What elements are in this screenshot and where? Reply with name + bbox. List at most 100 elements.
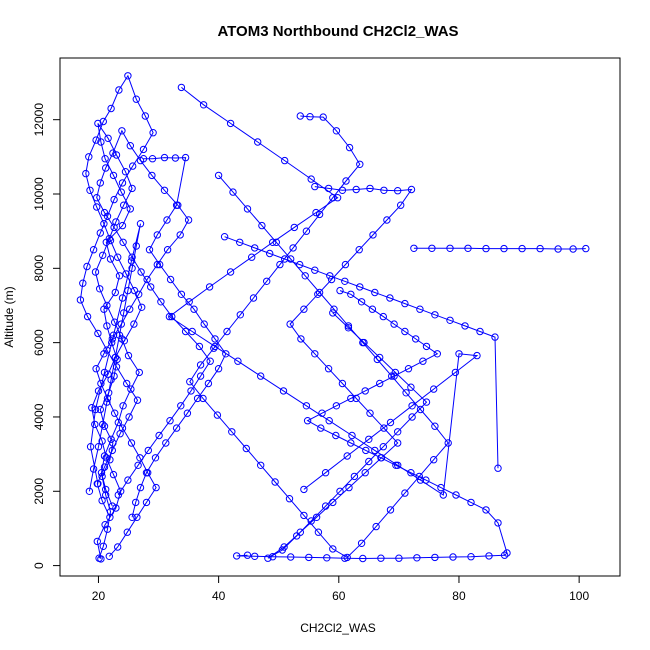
data-point: [329, 545, 337, 553]
data-point: [114, 491, 123, 499]
data-point: [254, 138, 262, 146]
data-point: [149, 129, 157, 137]
data-point: [296, 260, 304, 269]
data-point: [315, 210, 324, 219]
data-point: [286, 320, 294, 328]
data-point: [125, 413, 133, 421]
data-point: [407, 185, 416, 194]
data-point: [444, 439, 452, 447]
data-point: [404, 365, 413, 373]
data-point: [278, 546, 286, 554]
data-point: [108, 446, 117, 455]
data-point: [181, 153, 190, 162]
data-point: [126, 142, 135, 150]
data-point: [326, 272, 334, 280]
data-point: [341, 554, 349, 562]
data-point: [142, 498, 151, 507]
data-point: [302, 402, 311, 410]
data-point: [128, 264, 136, 272]
data-point: [127, 257, 136, 265]
data-point: [266, 249, 274, 258]
data-point: [110, 195, 118, 204]
data-point: [214, 171, 223, 180]
data-point: [386, 418, 395, 427]
data-point: [129, 162, 137, 170]
data-point: [234, 357, 242, 365]
data-point: [139, 145, 148, 154]
data-point: [569, 245, 577, 253]
data-point: [352, 185, 360, 194]
data-point: [582, 244, 590, 253]
data-point: [109, 470, 118, 479]
data-point: [455, 350, 463, 358]
data-point: [419, 357, 427, 365]
data-point: [321, 469, 330, 477]
data-point: [85, 487, 94, 495]
data-point: [430, 385, 438, 393]
data-point: [100, 422, 109, 430]
data-point: [473, 351, 481, 360]
data-point: [99, 117, 108, 126]
data-point: [410, 244, 418, 253]
data-point: [312, 513, 321, 521]
data-point: [315, 288, 324, 297]
data-point: [122, 270, 130, 278]
data-point: [348, 431, 356, 440]
data-point: [366, 409, 374, 417]
data-point: [115, 86, 123, 94]
data-point: [99, 251, 107, 260]
data-point: [361, 469, 369, 477]
data-point: [97, 138, 105, 146]
data-point: [128, 184, 136, 193]
data-point: [120, 201, 128, 209]
data-point: [117, 487, 125, 495]
data-point: [89, 465, 98, 473]
data-point: [100, 463, 109, 471]
data-point: [93, 537, 102, 546]
data-point: [379, 312, 387, 321]
data-point: [171, 154, 180, 162]
x-tick-label: 60: [332, 589, 346, 603]
data-point: [91, 420, 99, 429]
data-point: [332, 402, 341, 410]
data-point: [137, 268, 145, 276]
data-point: [357, 539, 366, 547]
data-point: [214, 365, 223, 373]
data-point: [407, 469, 415, 477]
data-point: [97, 469, 106, 477]
data-point: [437, 483, 445, 492]
data-point: [431, 311, 439, 319]
data-point: [119, 402, 127, 410]
data-point: [118, 221, 127, 230]
data-point: [136, 483, 145, 492]
data-point: [85, 153, 93, 161]
data-point: [422, 342, 431, 351]
data-point: [390, 320, 398, 328]
data-point: [177, 290, 186, 298]
data-point: [126, 205, 135, 213]
y-tick-label: 12000: [32, 103, 46, 137]
data-point: [107, 376, 115, 384]
data-point: [83, 312, 92, 321]
data-point: [428, 244, 436, 253]
data-point: [100, 368, 109, 377]
data-point: [176, 231, 184, 239]
data-point: [99, 420, 107, 429]
data-point: [301, 272, 309, 280]
data-point: [200, 320, 208, 328]
data-point: [347, 439, 355, 447]
data-point: [102, 454, 111, 462]
data-point: [185, 298, 193, 306]
data-point: [220, 233, 229, 241]
data-point: [401, 489, 409, 497]
data-point: [380, 424, 388, 432]
data-point: [369, 231, 377, 239]
data-point: [317, 424, 325, 432]
data-point: [281, 255, 289, 263]
data-point: [233, 552, 241, 560]
series-10: [85, 220, 145, 495]
data-point: [332, 431, 340, 440]
data-point: [386, 294, 394, 302]
data-point: [296, 112, 304, 120]
data-point: [148, 155, 157, 163]
